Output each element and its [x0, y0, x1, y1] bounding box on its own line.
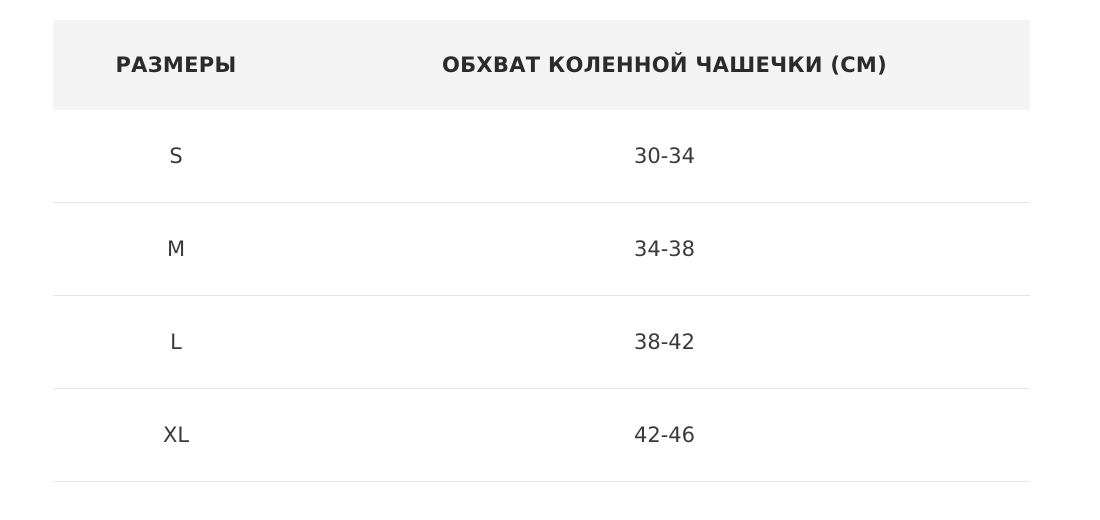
table-row: XL 42-46	[53, 388, 1030, 482]
size-cell: M	[53, 202, 299, 296]
table-row: L 38-42	[53, 295, 1030, 389]
circumference-cell: 38-42	[299, 295, 1030, 389]
table-header-row: РАЗМЕРЫ ОБХВАТ КОЛЕННОЙ ЧАШЕЧКИ (СМ)	[53, 20, 1030, 110]
header-knee-circumference: ОБХВАТ КОЛЕННОЙ ЧАШЕЧКИ (СМ)	[299, 20, 1030, 110]
size-cell: XL	[53, 388, 299, 482]
table-row: M 34-38	[53, 202, 1030, 296]
header-sizes: РАЗМЕРЫ	[53, 20, 299, 110]
size-chart-table: РАЗМЕРЫ ОБХВАТ КОЛЕННОЙ ЧАШЕЧКИ (СМ) S 3…	[53, 20, 1030, 482]
circumference-cell: 34-38	[299, 202, 1030, 296]
size-cell: S	[53, 110, 299, 203]
circumference-cell: 42-46	[299, 388, 1030, 482]
table-row: S 30-34	[53, 110, 1030, 203]
size-cell: L	[53, 295, 299, 389]
circumference-cell: 30-34	[299, 110, 1030, 203]
